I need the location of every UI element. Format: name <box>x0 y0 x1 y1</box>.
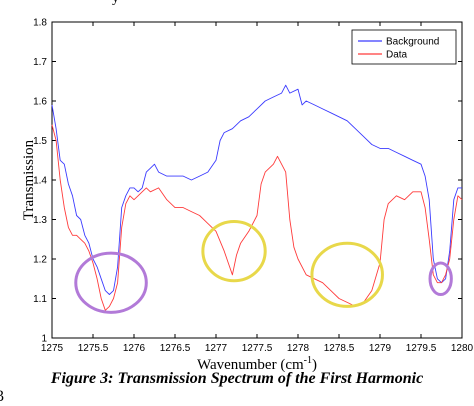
figure-caption: Figure 3: Transmission Spectrum of the F… <box>50 370 424 387</box>
legend-label-data: Data <box>386 50 408 61</box>
x-tick-label: 1275.5 <box>78 343 109 354</box>
y-tick-label: 1.7 <box>33 57 47 68</box>
x-tick-label: 1278 <box>287 343 310 354</box>
y-tick-label: 1 <box>41 334 47 345</box>
x-tick-label: 1276 <box>123 343 146 354</box>
series-line-data <box>51 124 463 311</box>
legend-box <box>351 29 457 65</box>
page-number-fragment: 3 <box>0 388 4 405</box>
x-tick-label: 1279 <box>369 343 392 354</box>
x-axis-label: Wavenumber (cm-1) <box>197 355 317 373</box>
series-line-background <box>51 84 462 295</box>
yellow-highlight-circle <box>201 219 267 283</box>
plot-area: 1275 1275.5 1276 1276.5 1277 1277.5 1278 1278.5… <box>21 18 474 374</box>
purple-highlight-circle <box>428 261 453 297</box>
y-tick-label: 1.4 <box>33 176 47 187</box>
x-tick-label: 1276.5 <box>160 343 191 354</box>
yellow-highlight-circle <box>310 241 384 308</box>
x-tick-label: 1279.5 <box>406 343 437 354</box>
x-tick-label: 1277 <box>205 343 228 354</box>
x-tick-label: 1275 <box>41 343 64 354</box>
x-tick-label: 1280 <box>451 343 474 354</box>
y-tick-label: 1.2 <box>33 255 47 266</box>
y-axis-label: Transmission <box>21 139 37 220</box>
purple-highlight-circle <box>74 251 148 314</box>
y-tick-label: 1.8 <box>33 18 47 29</box>
top-text-fragment: y <box>112 0 119 7</box>
legend-label-background: Background <box>386 37 439 48</box>
y-tick-label: 1.1 <box>33 294 47 305</box>
x-tick-label: 1278.5 <box>324 343 355 354</box>
plot-frame <box>51 21 463 339</box>
x-tick-label: 1277.5 <box>242 343 273 354</box>
y-tick-label: 1.3 <box>33 215 47 226</box>
y-tick-label: 1.5 <box>33 136 47 147</box>
y-tick-label: 1.6 <box>33 97 47 108</box>
